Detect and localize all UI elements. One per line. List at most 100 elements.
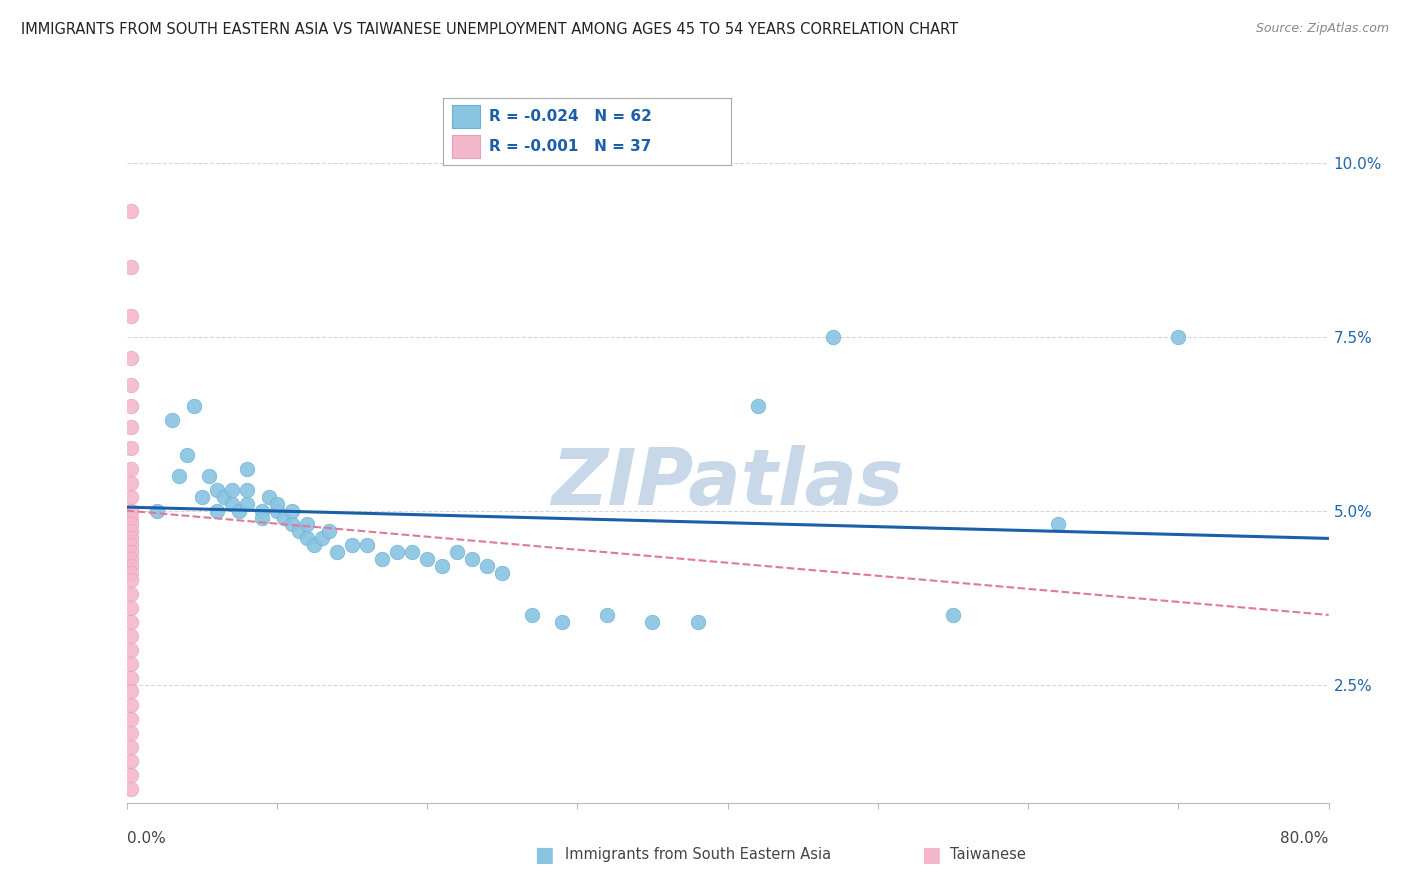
Point bbox=[176, 448, 198, 462]
Point bbox=[205, 503, 228, 517]
Point bbox=[120, 712, 142, 726]
Text: Immigrants from South Eastern Asia: Immigrants from South Eastern Asia bbox=[565, 847, 831, 862]
Point bbox=[120, 587, 142, 601]
Point bbox=[120, 559, 142, 574]
Point bbox=[304, 538, 326, 552]
Point bbox=[430, 559, 453, 574]
FancyBboxPatch shape bbox=[451, 135, 481, 159]
Point bbox=[401, 545, 423, 559]
Point bbox=[120, 698, 142, 713]
Point bbox=[120, 573, 142, 587]
Text: ZIPatlas: ZIPatlas bbox=[551, 445, 904, 521]
Point bbox=[120, 204, 142, 219]
Point bbox=[120, 399, 142, 413]
Text: IMMIGRANTS FROM SOUTH EASTERN ASIA VS TAIWANESE UNEMPLOYMENT AMONG AGES 45 TO 54: IMMIGRANTS FROM SOUTH EASTERN ASIA VS TA… bbox=[21, 22, 959, 37]
Point bbox=[120, 503, 142, 517]
Point bbox=[1167, 329, 1189, 343]
Point bbox=[356, 538, 378, 552]
Text: 0.0%: 0.0% bbox=[127, 831, 166, 846]
Point bbox=[120, 475, 142, 490]
Point bbox=[821, 329, 844, 343]
Point bbox=[120, 538, 142, 552]
Point bbox=[491, 566, 513, 581]
Point bbox=[596, 607, 619, 622]
Point bbox=[167, 468, 190, 483]
Point bbox=[183, 399, 205, 413]
Point bbox=[416, 552, 439, 566]
Point bbox=[120, 615, 142, 629]
Point bbox=[250, 510, 273, 524]
Point bbox=[198, 468, 221, 483]
Point bbox=[522, 607, 544, 622]
Text: 80.0%: 80.0% bbox=[1281, 831, 1329, 846]
Point bbox=[475, 559, 498, 574]
Text: R = -0.001   N = 37: R = -0.001 N = 37 bbox=[489, 139, 651, 153]
Point bbox=[120, 601, 142, 615]
Text: Source: ZipAtlas.com: Source: ZipAtlas.com bbox=[1256, 22, 1389, 36]
Point bbox=[120, 420, 142, 434]
Point bbox=[120, 378, 142, 392]
Point bbox=[120, 517, 142, 532]
Point bbox=[235, 483, 259, 497]
Point bbox=[446, 545, 468, 559]
Point bbox=[120, 768, 142, 782]
Point bbox=[120, 309, 142, 323]
Point bbox=[686, 615, 709, 629]
Point bbox=[461, 552, 484, 566]
Point bbox=[120, 781, 142, 796]
Point bbox=[295, 532, 318, 546]
Point bbox=[942, 607, 965, 622]
Point bbox=[120, 657, 142, 671]
Point bbox=[340, 538, 363, 552]
Point bbox=[250, 503, 273, 517]
Point bbox=[221, 497, 243, 511]
Text: Taiwanese: Taiwanese bbox=[950, 847, 1026, 862]
Point bbox=[120, 510, 142, 524]
Point bbox=[120, 462, 142, 476]
Point bbox=[235, 462, 259, 476]
Point bbox=[120, 441, 142, 455]
Point bbox=[212, 490, 235, 504]
Text: R = -0.024   N = 62: R = -0.024 N = 62 bbox=[489, 109, 652, 124]
Point bbox=[288, 524, 311, 539]
Point bbox=[120, 726, 142, 740]
Point bbox=[318, 524, 340, 539]
Point bbox=[371, 552, 394, 566]
Point bbox=[266, 497, 288, 511]
Point bbox=[120, 566, 142, 581]
Point bbox=[228, 503, 250, 517]
Point bbox=[281, 503, 304, 517]
Point bbox=[120, 629, 142, 643]
Point bbox=[1047, 517, 1070, 532]
Point bbox=[120, 684, 142, 698]
Point bbox=[120, 754, 142, 768]
Point bbox=[221, 483, 243, 497]
Point bbox=[235, 497, 259, 511]
Point bbox=[190, 490, 212, 504]
Point bbox=[120, 532, 142, 546]
Point bbox=[145, 503, 167, 517]
Text: ■: ■ bbox=[921, 845, 941, 864]
Point bbox=[266, 503, 288, 517]
Point bbox=[120, 524, 142, 539]
Point bbox=[120, 490, 142, 504]
Point bbox=[641, 615, 664, 629]
Point bbox=[326, 545, 349, 559]
Point bbox=[281, 517, 304, 532]
Text: ■: ■ bbox=[534, 845, 554, 864]
Point bbox=[120, 740, 142, 755]
Point bbox=[747, 399, 769, 413]
Point bbox=[295, 517, 318, 532]
Point bbox=[120, 260, 142, 274]
Point bbox=[120, 545, 142, 559]
Point bbox=[205, 483, 228, 497]
Point bbox=[551, 615, 574, 629]
Point bbox=[259, 490, 281, 504]
Point bbox=[160, 413, 183, 427]
Point bbox=[120, 671, 142, 685]
Point bbox=[311, 532, 333, 546]
FancyBboxPatch shape bbox=[451, 105, 481, 128]
Point bbox=[120, 552, 142, 566]
Point bbox=[385, 545, 408, 559]
Point bbox=[273, 510, 295, 524]
